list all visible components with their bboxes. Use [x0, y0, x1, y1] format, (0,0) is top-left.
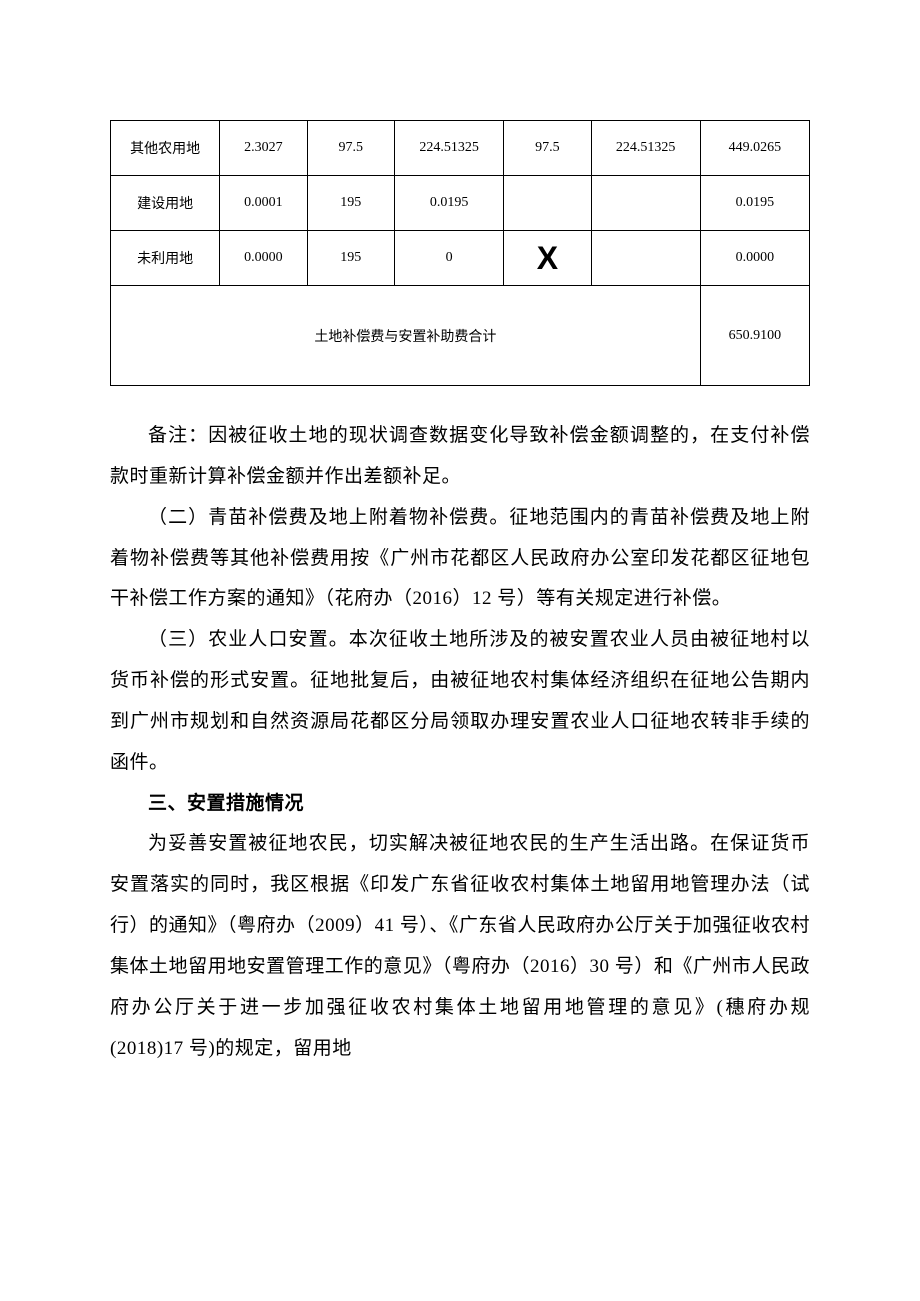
x-mark-icon: X — [537, 242, 558, 274]
cell-rate2: X — [504, 231, 591, 286]
cell-area: 2.3027 — [220, 121, 307, 176]
cell-rate2: 97.5 — [504, 121, 591, 176]
table-row: 其他农用地 2.3027 97.5 224.51325 97.5 224.513… — [111, 121, 810, 176]
cell-amount2: 224.51325 — [591, 121, 700, 176]
cell-category: 建设用地 — [111, 176, 220, 231]
compensation-table: 其他农用地 2.3027 97.5 224.51325 97.5 224.513… — [110, 120, 810, 386]
cell-area: 0.0000 — [220, 231, 307, 286]
section-heading-3: 三、安置措施情况 — [110, 784, 810, 825]
cell-category: 其他农用地 — [111, 121, 220, 176]
cell-rate2 — [504, 176, 591, 231]
summary-label: 土地补偿费与安置补助费合计 — [111, 286, 701, 386]
table-row: 建设用地 0.0001 195 0.0195 0.0195 — [111, 176, 810, 231]
cell-amount1: 224.51325 — [394, 121, 503, 176]
cell-total: 449.0265 — [700, 121, 809, 176]
cell-amount1: 0.0195 — [394, 176, 503, 231]
cell-rate1: 97.5 — [307, 121, 394, 176]
table-row: 未利用地 0.0000 195 0 X 0.0000 — [111, 231, 810, 286]
cell-area: 0.0001 — [220, 176, 307, 231]
cell-category: 未利用地 — [111, 231, 220, 286]
cell-amount2 — [591, 176, 700, 231]
table-summary-row: 土地补偿费与安置补助费合计 650.9100 — [111, 286, 810, 386]
paragraph-3: （三）农业人口安置。本次征收土地所涉及的被安置农业人员由被征地村以货币补偿的形式… — [110, 620, 810, 783]
paragraph-4: 为妥善安置被征地农民，切实解决被征地农民的生产生活出路。在保证货币安置落实的同时… — [110, 824, 810, 1069]
cell-amount2 — [591, 231, 700, 286]
summary-value: 650.9100 — [700, 286, 809, 386]
cell-rate1: 195 — [307, 231, 394, 286]
paragraph-2: （二）青苗补偿费及地上附着物补偿费。征地范围内的青苗补偿费及地上附着物补偿费等其… — [110, 498, 810, 621]
cell-total: 0.0195 — [700, 176, 809, 231]
note-paragraph: 备注：因被征收土地的现状调查数据变化导致补偿金额调整的，在支付补偿款时重新计算补… — [110, 416, 810, 498]
cell-total: 0.0000 — [700, 231, 809, 286]
cell-amount1: 0 — [394, 231, 503, 286]
cell-rate1: 195 — [307, 176, 394, 231]
